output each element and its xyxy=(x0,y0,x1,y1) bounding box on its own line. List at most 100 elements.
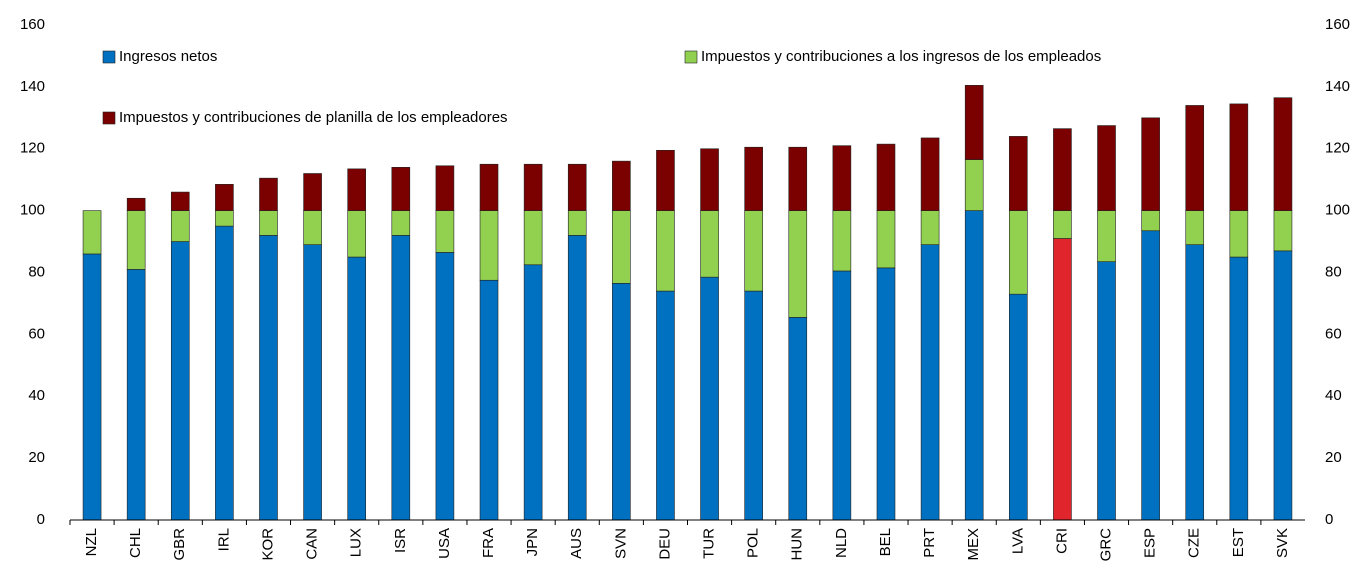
bar-segment xyxy=(479,163,499,211)
x-tick-label: GRC xyxy=(1097,528,1114,562)
bar-segment xyxy=(1141,117,1160,211)
bar-segment xyxy=(1053,238,1072,521)
y-tick-label: 80 xyxy=(28,263,45,280)
bar-segment xyxy=(612,210,631,284)
bar-segment xyxy=(170,191,190,211)
y2-tick-label: 20 xyxy=(1325,449,1342,466)
bar-segment xyxy=(126,210,146,270)
bar-segment xyxy=(259,210,278,236)
x-tick-label: ESP xyxy=(1142,528,1159,558)
bar-segment xyxy=(303,173,322,211)
bar-segment xyxy=(567,210,587,236)
bar-segment xyxy=(964,210,984,521)
bar-segment xyxy=(126,269,146,521)
legend-label: Impuestos y contribuciones de planilla d… xyxy=(119,109,508,126)
bar-segment xyxy=(479,279,499,521)
legend-swatch xyxy=(102,50,116,64)
bar-segment xyxy=(920,244,940,521)
bar-segment xyxy=(964,85,984,160)
x-tick-label: FRA xyxy=(480,528,497,558)
bar-segment xyxy=(347,256,366,521)
bar-segment xyxy=(170,241,190,521)
y-tick-label: 100 xyxy=(20,202,45,219)
bar-segment xyxy=(303,210,322,245)
bar-segment xyxy=(1009,293,1028,521)
bar-segment xyxy=(656,149,675,211)
x-tick-label: LVA xyxy=(1009,528,1026,554)
bar-segment xyxy=(1229,103,1249,211)
bar-segment xyxy=(1185,210,1205,245)
bar-segment xyxy=(700,276,719,521)
bar-segment xyxy=(1009,136,1028,211)
bar-segment xyxy=(170,210,190,242)
bar-segment xyxy=(523,210,543,266)
bar-segment xyxy=(479,210,499,281)
bar-segment xyxy=(876,267,896,521)
y-tick-label: 0 xyxy=(37,511,45,528)
bar-segment xyxy=(964,159,984,211)
y2-tick-label: 80 xyxy=(1325,263,1342,280)
x-tick-label: EST xyxy=(1230,528,1247,557)
x-tick-label: IRL xyxy=(215,528,232,551)
y2-tick-label: 160 xyxy=(1325,16,1350,33)
bar-segment xyxy=(1273,97,1293,211)
bar-segment xyxy=(347,168,366,211)
x-tick-label: ISR xyxy=(392,528,409,553)
bar-segment xyxy=(1185,105,1205,211)
bar-segment xyxy=(1141,210,1160,232)
bar-segment xyxy=(215,225,234,521)
x-tick-label: PRT xyxy=(921,528,938,558)
x-tick-label: LUX xyxy=(348,528,365,557)
bar-segment xyxy=(656,210,675,292)
x-tick-label: AUS xyxy=(568,528,585,559)
bar-segment xyxy=(1097,125,1116,211)
x-tick-label: NLD xyxy=(833,528,850,558)
bar-segment xyxy=(215,210,234,227)
x-tick-label: POL xyxy=(745,528,762,558)
bar-segment xyxy=(567,235,587,521)
bar-segment xyxy=(391,210,411,236)
bar-segment xyxy=(876,210,896,269)
x-tick-label: SVK xyxy=(1274,528,1291,558)
y-tick-label: 120 xyxy=(20,140,45,157)
bar-segment xyxy=(1097,261,1116,521)
bar-segment xyxy=(700,210,719,278)
bar-segment xyxy=(920,210,940,245)
bar-segment xyxy=(435,165,455,211)
bar-segment xyxy=(347,210,366,258)
bar-segment xyxy=(876,143,896,211)
legend-swatch xyxy=(102,111,116,125)
y-tick-label: 140 xyxy=(20,78,45,95)
x-tick-label: CHL xyxy=(127,528,144,558)
bar-segment xyxy=(744,210,763,292)
legend-label: Ingresos netos xyxy=(119,48,217,65)
bar-segment xyxy=(1141,230,1160,521)
bar-segment xyxy=(1229,210,1249,258)
y2-tick-label: 0 xyxy=(1325,511,1333,528)
bar-segment xyxy=(391,235,411,521)
bar-segment xyxy=(259,177,278,211)
bar-segment xyxy=(82,210,102,255)
x-tick-label: HUN xyxy=(789,528,806,561)
y-tick-label: 40 xyxy=(28,387,45,404)
bar-segment xyxy=(82,253,102,521)
bar-segment xyxy=(1273,210,1293,252)
bar-segment xyxy=(1009,210,1028,295)
y-tick-label: 60 xyxy=(28,325,45,342)
y-tick-label: 160 xyxy=(20,16,45,33)
x-tick-label: BEL xyxy=(877,528,894,556)
bar-segment xyxy=(744,290,763,521)
bar-segment xyxy=(832,210,852,272)
bar-segment xyxy=(788,317,808,521)
x-tick-label: USA xyxy=(436,528,453,559)
bar-segment xyxy=(920,137,940,211)
x-tick-label: SVN xyxy=(612,528,629,559)
x-tick-label: JPN xyxy=(524,528,541,556)
bar-segment xyxy=(700,148,719,211)
y2-tick-label: 140 xyxy=(1325,78,1350,95)
y2-tick-label: 40 xyxy=(1325,387,1342,404)
bar-segment xyxy=(303,244,322,521)
bar-segment xyxy=(1185,244,1205,521)
y2-tick-label: 120 xyxy=(1325,140,1350,157)
